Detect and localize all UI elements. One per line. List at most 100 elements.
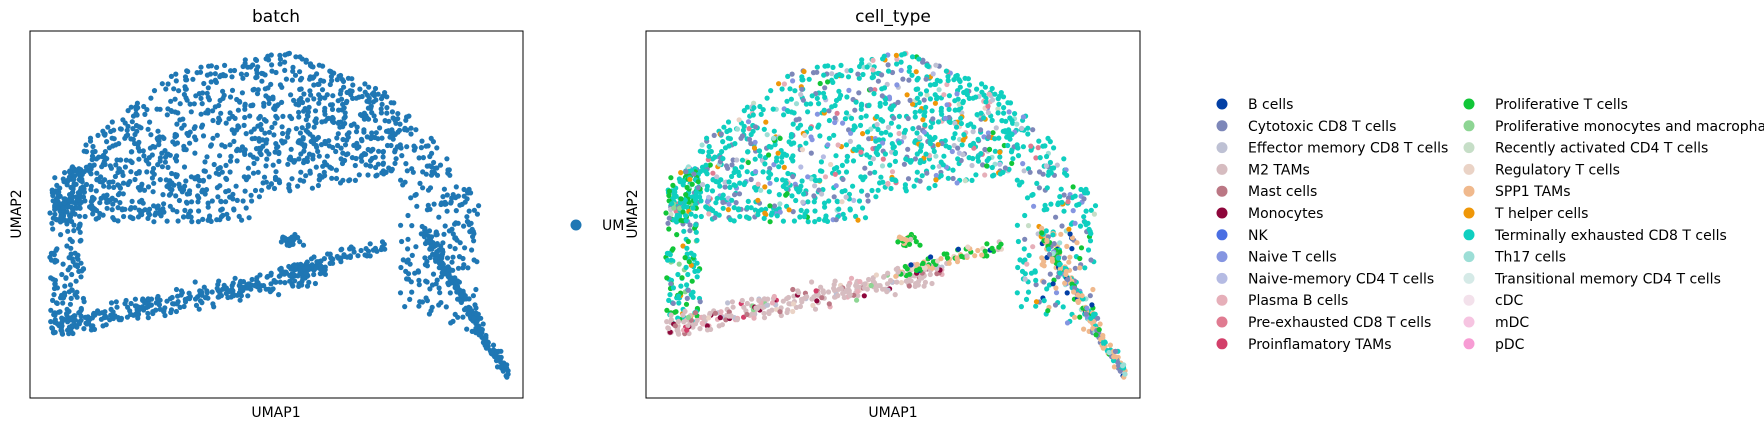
data-point — [706, 315, 712, 321]
data-point — [928, 124, 934, 130]
data-point — [292, 72, 299, 78]
data-point — [413, 127, 419, 133]
data-point — [204, 154, 210, 160]
data-point — [249, 276, 255, 283]
data-point — [917, 242, 923, 248]
data-point — [961, 132, 967, 138]
data-point — [725, 119, 732, 125]
data-point — [921, 129, 928, 135]
data-point — [916, 125, 922, 131]
data-point — [258, 151, 264, 158]
data-point — [753, 169, 759, 175]
data-point — [344, 137, 350, 143]
data-point — [676, 205, 683, 211]
data-point — [52, 175, 58, 181]
data-point — [746, 136, 753, 142]
data-point — [714, 174, 720, 180]
data-point — [290, 283, 296, 289]
data-point — [172, 155, 178, 161]
data-point — [191, 101, 197, 107]
data-point — [684, 327, 690, 333]
data-point — [929, 280, 935, 287]
data-point — [347, 253, 353, 259]
data-point — [874, 121, 880, 128]
data-point — [269, 68, 275, 74]
data-point — [299, 75, 305, 81]
data-point — [81, 326, 87, 332]
data-point — [727, 136, 734, 142]
data-point — [691, 252, 697, 258]
data-point — [1069, 235, 1075, 241]
data-point — [75, 252, 81, 258]
data-point — [1117, 368, 1123, 374]
data-point — [1075, 292, 1081, 298]
data-point — [290, 64, 296, 70]
data-point — [93, 188, 99, 194]
data-point — [150, 310, 156, 317]
data-point — [673, 219, 680, 225]
data-point — [910, 101, 916, 107]
data-point — [812, 208, 818, 214]
data-point — [68, 295, 74, 301]
data-point — [278, 239, 284, 245]
data-point — [904, 92, 910, 98]
data-point — [274, 103, 280, 109]
data-point — [59, 318, 65, 324]
data-point — [790, 301, 797, 307]
data-point — [63, 275, 69, 281]
data-point — [814, 111, 821, 117]
data-point — [732, 192, 738, 198]
data-point — [833, 153, 839, 159]
data-point — [675, 318, 682, 324]
legend-marker — [1463, 98, 1475, 110]
data-point — [722, 179, 728, 186]
data-point — [693, 222, 699, 228]
data-point — [748, 140, 754, 147]
points-batch — [47, 50, 511, 380]
data-point — [288, 146, 294, 152]
data-point — [1005, 142, 1011, 149]
data-point — [898, 280, 905, 286]
data-point — [1072, 285, 1078, 291]
data-point — [813, 288, 819, 294]
data-point — [967, 142, 974, 148]
data-point — [135, 105, 141, 111]
data-point — [455, 285, 461, 291]
data-point — [54, 300, 60, 306]
data-point — [370, 146, 376, 153]
legend-label-transitional-memory-cd4-t-cells: Transitional memory CD4 T cells — [1494, 271, 1721, 287]
data-point — [145, 315, 151, 321]
data-point — [764, 132, 770, 138]
data-point — [310, 139, 316, 145]
data-point — [215, 119, 221, 126]
data-point — [392, 118, 398, 124]
data-point — [201, 284, 207, 290]
data-point — [1088, 315, 1094, 321]
data-point — [920, 117, 926, 123]
data-point — [101, 183, 107, 189]
data-point — [903, 156, 909, 162]
data-point — [447, 290, 453, 296]
data-point — [896, 113, 903, 119]
data-point — [732, 166, 738, 172]
data-point — [324, 92, 330, 98]
data-point — [455, 193, 461, 199]
data-point — [200, 133, 207, 139]
data-point — [195, 294, 201, 300]
data-point — [714, 195, 720, 201]
data-point — [161, 135, 167, 141]
data-point — [692, 268, 698, 274]
data-point — [1067, 231, 1073, 237]
data-point — [818, 159, 825, 165]
data-point — [779, 159, 785, 165]
data-point — [843, 288, 849, 294]
data-point — [173, 71, 179, 77]
data-point — [338, 145, 344, 151]
data-point — [739, 133, 746, 139]
data-point — [805, 174, 811, 180]
data-point — [1021, 168, 1027, 174]
data-point — [417, 180, 423, 186]
data-point — [773, 158, 780, 164]
data-point — [1076, 201, 1082, 207]
data-point — [666, 192, 672, 199]
